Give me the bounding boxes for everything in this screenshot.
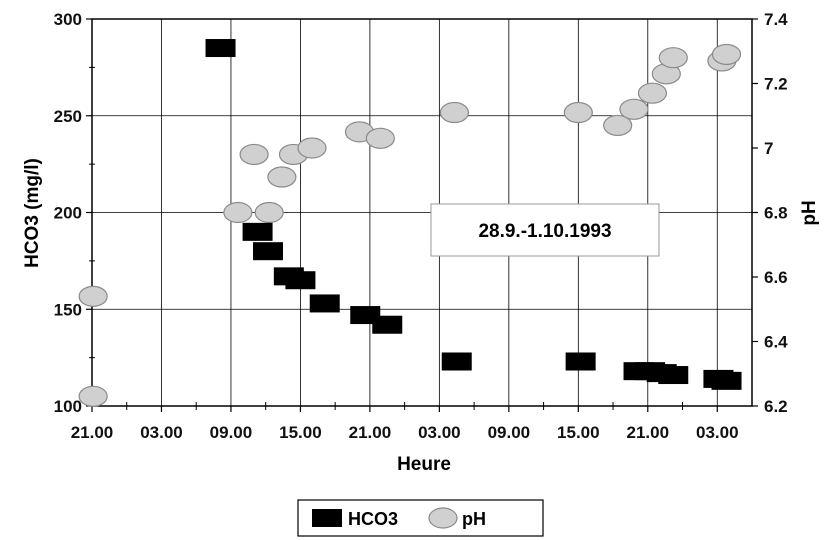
ph-series [78, 43, 742, 407]
x-tick-label: 09.00 [210, 423, 253, 442]
ph-point [223, 201, 253, 224]
hco3-point [372, 315, 403, 334]
x-tick-label: 21.00 [71, 423, 114, 442]
legend-ph-label: pH [462, 509, 486, 529]
right-tick-label: 7.4 [764, 10, 788, 29]
left-tick-label: 150 [54, 300, 82, 319]
left-tick-label: 300 [54, 10, 82, 29]
hco3-point [242, 222, 273, 241]
right-tick-label: 7 [764, 139, 773, 158]
date-annotation: 28.9.-1.10.1993 [478, 221, 611, 242]
left-axis-title: HCO3 (mg/l) [22, 158, 43, 268]
left-tick-label: 250 [54, 107, 82, 126]
ph-point [711, 43, 742, 66]
x-tick-label: 15.00 [557, 423, 600, 442]
ph-point [637, 82, 668, 104]
ph-point [239, 143, 269, 166]
ph-point [78, 285, 108, 307]
right-tick-label: 6.2 [764, 397, 788, 416]
x-tick-label: 03.00 [418, 423, 461, 442]
ph-point [254, 201, 284, 224]
ph-point [297, 137, 327, 159]
hco3-series [205, 39, 742, 390]
right-tick-label: 6.8 [764, 204, 788, 223]
right-axis-title: pH [799, 200, 820, 225]
x-tick-label: 03.00 [140, 423, 183, 442]
ph-point [78, 385, 108, 407]
hco3-point [285, 271, 316, 290]
x-tick-label: 21.00 [349, 423, 392, 442]
legend-ph-swatch [428, 507, 458, 529]
ph-point [563, 101, 593, 124]
hco3-point [309, 294, 340, 313]
hco3-point [711, 371, 742, 390]
right-axis-ticks: 6.2 6.4 6.6 6.8 7 7.2 7.4 [752, 10, 788, 416]
legend: HCO3 pH [297, 499, 544, 537]
hco3-point [205, 39, 236, 58]
left-tick-label: 100 [54, 397, 82, 416]
hco3-point [253, 242, 283, 261]
ph-point [603, 114, 633, 137]
right-tick-label: 6.4 [764, 333, 788, 352]
ph-point [365, 127, 395, 149]
ph-point [658, 47, 688, 69]
x-axis-ticks: 21.00 03.00 09.00 15.00 21.00 03.00 09.00 15.00… [71, 402, 739, 442]
annotation-box: 28.9.-1.10.1993 [430, 203, 660, 257]
right-tick-label: 7.2 [764, 75, 788, 94]
right-tick-label: 6.6 [764, 268, 788, 287]
hco3-point [565, 352, 596, 371]
left-tick-label: 200 [54, 204, 82, 223]
x-tick-label: 03.00 [696, 423, 739, 442]
x-tick-label: 15.00 [279, 423, 322, 442]
ph-point [439, 101, 470, 124]
x-axis-title: Heure [397, 454, 451, 475]
hco3-point [658, 366, 689, 385]
ph-point [267, 166, 297, 188]
x-tick-label: 21.00 [627, 423, 670, 442]
ph-point [619, 98, 649, 120]
hco3-point [441, 352, 472, 371]
left-axis-ticks: 100 150 200 250 300 [54, 10, 95, 416]
x-tick-label: 09.00 [488, 423, 531, 442]
legend-hco3-swatch [312, 509, 342, 527]
legend-hco3-label: HCO3 [348, 509, 398, 529]
